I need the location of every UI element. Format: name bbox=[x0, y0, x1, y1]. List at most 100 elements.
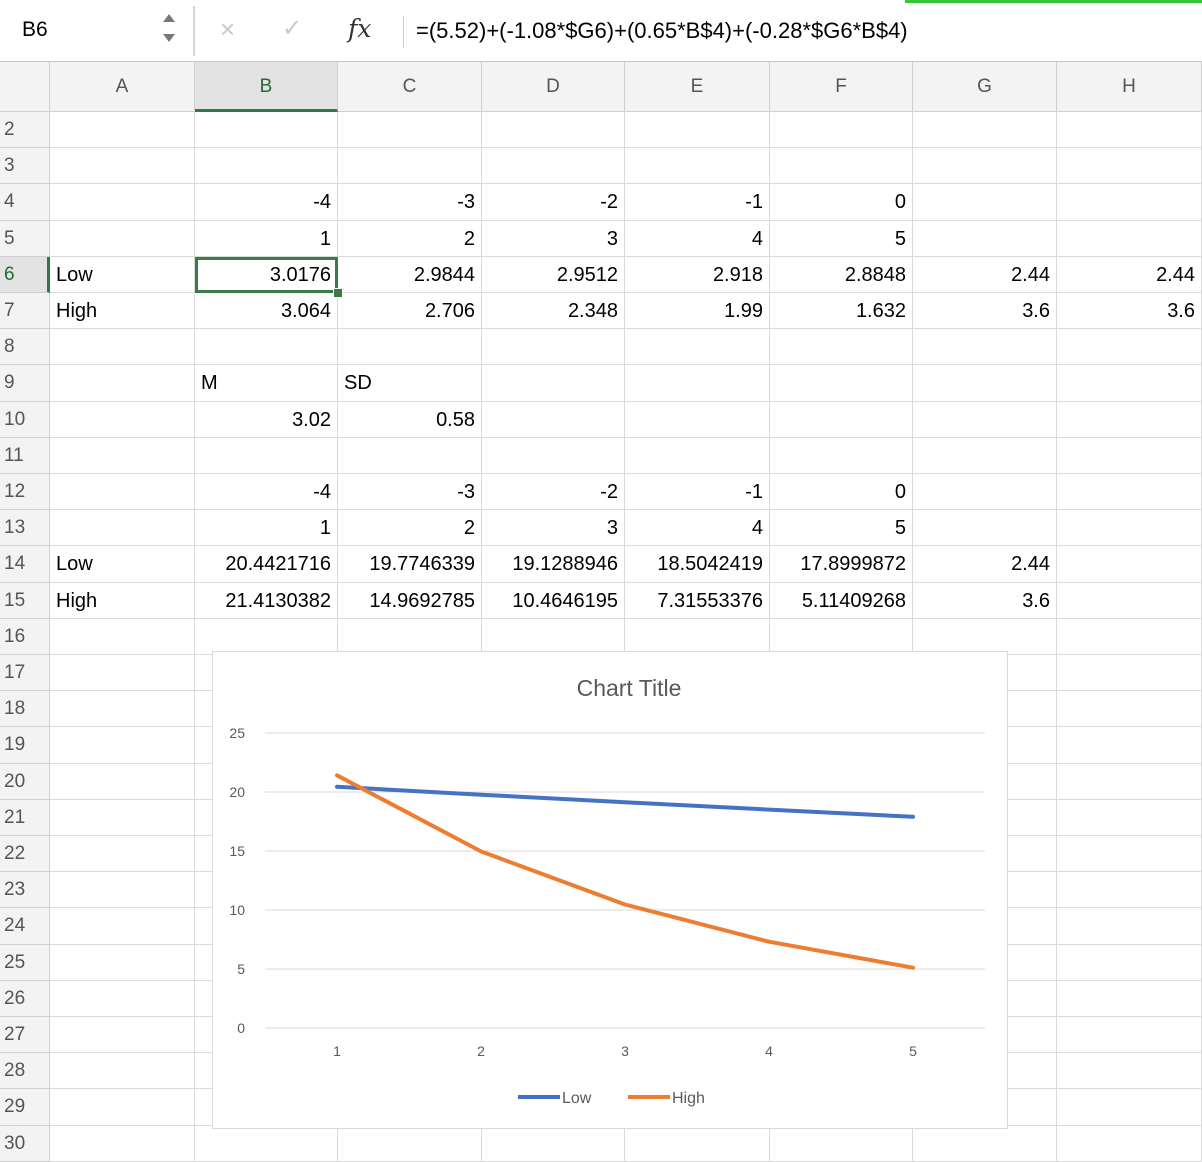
row-header-4[interactable]: 4 bbox=[0, 184, 50, 221]
cell-g5[interactable] bbox=[913, 220, 1057, 257]
cell-f2[interactable] bbox=[770, 112, 913, 149]
row-header-17[interactable]: 17 bbox=[0, 655, 50, 692]
row-header-25[interactable]: 25 bbox=[0, 944, 50, 981]
cell-e8[interactable] bbox=[625, 329, 770, 366]
cell-g4[interactable] bbox=[913, 184, 1057, 221]
cell-e3[interactable] bbox=[625, 148, 770, 185]
formula-input[interactable]: =(5.52)+(-1.08*$G6)+(0.65*B$4)+(-0.28*$G… bbox=[416, 18, 908, 43]
cell-g12[interactable] bbox=[913, 474, 1057, 511]
enter-icon[interactable]: ✓ bbox=[282, 15, 303, 42]
cell-h28[interactable] bbox=[1057, 1053, 1202, 1090]
cell-h16[interactable] bbox=[1057, 618, 1202, 655]
row-header-3[interactable]: 3 bbox=[0, 148, 50, 185]
cell-a29[interactable] bbox=[50, 1089, 195, 1126]
cell-a12[interactable] bbox=[50, 474, 195, 511]
cell-e14[interactable]: 18.5042419 bbox=[625, 546, 770, 583]
cell-f3[interactable] bbox=[770, 148, 913, 185]
cell-h22[interactable] bbox=[1057, 836, 1202, 873]
row-header-12[interactable]: 12 bbox=[0, 474, 50, 511]
cell-h27[interactable] bbox=[1057, 1017, 1202, 1054]
cell-f15[interactable]: 5.11409268 bbox=[770, 582, 913, 619]
cell-e11[interactable] bbox=[625, 437, 770, 474]
cell-f10[interactable] bbox=[770, 401, 913, 438]
cell-b15[interactable]: 21.4130382 bbox=[195, 582, 338, 619]
cell-h4[interactable] bbox=[1057, 184, 1202, 221]
cell-c4[interactable]: -3 bbox=[338, 184, 482, 221]
cell-d6[interactable]: 2.9512 bbox=[482, 256, 625, 293]
cell-a2[interactable] bbox=[50, 112, 195, 149]
cell-a30[interactable] bbox=[50, 1125, 195, 1162]
line-chart[interactable]: Chart Title 0 5 10 15 20 25 1 2 3 4 5 Low High bbox=[212, 651, 1008, 1129]
cell-d10[interactable] bbox=[482, 401, 625, 438]
cell-f12[interactable]: 0 bbox=[770, 474, 913, 511]
cell-f6[interactable]: 2.8848 bbox=[770, 256, 913, 293]
cell-d14[interactable]: 19.1288946 bbox=[482, 546, 625, 583]
row-header-24[interactable]: 24 bbox=[0, 908, 50, 945]
cell-f30[interactable] bbox=[770, 1125, 913, 1162]
cell-b2[interactable] bbox=[195, 112, 338, 149]
cell-h2[interactable] bbox=[1057, 112, 1202, 149]
row-header-9[interactable]: 9 bbox=[0, 365, 50, 402]
cell-a28[interactable] bbox=[50, 1053, 195, 1090]
cell-h12[interactable] bbox=[1057, 474, 1202, 511]
cell-g13[interactable] bbox=[913, 510, 1057, 547]
row-header-18[interactable]: 18 bbox=[0, 691, 50, 728]
row-header-19[interactable]: 19 bbox=[0, 727, 50, 764]
cell-b7[interactable]: 3.064 bbox=[195, 293, 338, 330]
cell-d15[interactable]: 10.4646195 bbox=[482, 582, 625, 619]
cell-a14[interactable]: Low bbox=[50, 546, 195, 583]
cell-e10[interactable] bbox=[625, 401, 770, 438]
chart-title[interactable]: Chart Title bbox=[577, 675, 682, 701]
cell-f16[interactable] bbox=[770, 618, 913, 655]
cell-h30[interactable] bbox=[1057, 1125, 1202, 1162]
cell-d12[interactable]: -2 bbox=[482, 474, 625, 511]
cancel-icon[interactable]: × bbox=[220, 14, 236, 44]
row-header-21[interactable]: 21 bbox=[0, 799, 50, 836]
cell-g3[interactable] bbox=[913, 148, 1057, 185]
column-header-g[interactable]: G bbox=[913, 62, 1057, 112]
cell-d4[interactable]: -2 bbox=[482, 184, 625, 221]
row-header-27[interactable]: 27 bbox=[0, 1017, 50, 1054]
column-header-e[interactable]: E bbox=[625, 62, 770, 112]
cell-a3[interactable] bbox=[50, 148, 195, 185]
column-header-d[interactable]: D bbox=[482, 62, 625, 112]
row-header-13[interactable]: 13 bbox=[0, 510, 50, 547]
column-header-c[interactable]: C bbox=[338, 62, 482, 112]
cell-c7[interactable]: 2.706 bbox=[338, 293, 482, 330]
cell-b6[interactable]: 3.0176 bbox=[195, 256, 338, 293]
cell-c5[interactable]: 2 bbox=[338, 220, 482, 257]
cell-a24[interactable] bbox=[50, 908, 195, 945]
cell-f9[interactable] bbox=[770, 365, 913, 402]
name-box[interactable]: B6 bbox=[22, 18, 48, 41]
cell-f8[interactable] bbox=[770, 329, 913, 366]
cell-f14[interactable]: 17.8999872 bbox=[770, 546, 913, 583]
cell-g7[interactable]: 3.6 bbox=[913, 293, 1057, 330]
cell-d9[interactable] bbox=[482, 365, 625, 402]
cell-d16[interactable] bbox=[482, 618, 625, 655]
row-header-16[interactable]: 16 bbox=[0, 618, 50, 655]
cell-h3[interactable] bbox=[1057, 148, 1202, 185]
cell-a23[interactable] bbox=[50, 872, 195, 909]
row-header-11[interactable]: 11 bbox=[0, 437, 50, 474]
column-header-a[interactable]: A bbox=[50, 62, 195, 112]
cell-a16[interactable] bbox=[50, 618, 195, 655]
cell-h26[interactable] bbox=[1057, 980, 1202, 1017]
cell-a13[interactable] bbox=[50, 510, 195, 547]
cell-a21[interactable] bbox=[50, 799, 195, 836]
cell-e13[interactable]: 4 bbox=[625, 510, 770, 547]
cell-a19[interactable] bbox=[50, 727, 195, 764]
cell-g11[interactable] bbox=[913, 437, 1057, 474]
cell-a18[interactable] bbox=[50, 691, 195, 728]
cell-a4[interactable] bbox=[50, 184, 195, 221]
cell-h5[interactable] bbox=[1057, 220, 1202, 257]
cell-b9[interactable]: M bbox=[195, 365, 338, 402]
cell-e7[interactable]: 1.99 bbox=[625, 293, 770, 330]
cell-b10[interactable]: 3.02 bbox=[195, 401, 338, 438]
cell-d11[interactable] bbox=[482, 437, 625, 474]
row-header-20[interactable]: 20 bbox=[0, 763, 50, 800]
cell-c10[interactable]: 0.58 bbox=[338, 401, 482, 438]
cell-b8[interactable] bbox=[195, 329, 338, 366]
cell-h25[interactable] bbox=[1057, 944, 1202, 981]
cell-h29[interactable] bbox=[1057, 1089, 1202, 1126]
row-header-6[interactable]: 6 bbox=[0, 256, 50, 293]
